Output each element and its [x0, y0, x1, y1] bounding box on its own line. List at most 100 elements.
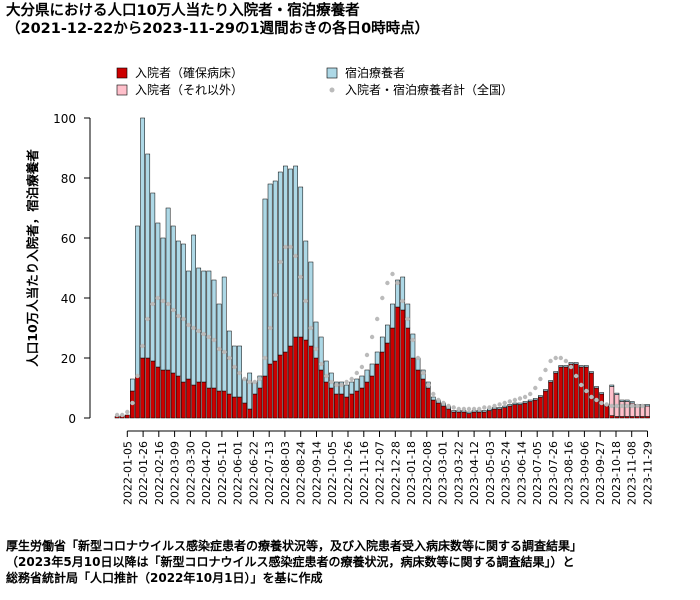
national-point — [609, 403, 614, 409]
national-point — [579, 382, 584, 388]
bar-lodging — [232, 345, 237, 398]
bar-severe — [538, 396, 543, 419]
bar-lodging — [563, 365, 569, 368]
bar-lodging — [385, 324, 390, 344]
chart-title: 大分県における人口10万人当たり入院者・宿泊療養者 — [6, 3, 360, 19]
national-point — [568, 364, 574, 370]
national-point — [410, 337, 416, 343]
bar-severe — [206, 387, 212, 419]
x-tick-label: 2022-07-13 — [263, 441, 276, 505]
bar-severe — [267, 363, 273, 419]
bar-lodging — [379, 336, 385, 353]
bar-lodging — [364, 369, 370, 383]
bar-other-hosp — [619, 401, 625, 417]
national-point — [262, 355, 268, 361]
national-point — [543, 367, 548, 373]
national-point — [426, 382, 431, 388]
national-point — [298, 274, 303, 280]
bar-lodging — [359, 375, 365, 389]
national-point — [201, 331, 206, 337]
bar-lodging — [247, 372, 253, 410]
bar-lodging — [242, 378, 247, 404]
x-tick-label: 2023-11-08 — [626, 441, 639, 505]
national-point — [165, 301, 171, 307]
bar-severe — [283, 351, 288, 419]
bar-lodging — [181, 243, 186, 383]
national-point — [283, 244, 288, 250]
bar-lodging — [293, 165, 298, 338]
y-tick-label: 0 — [68, 412, 76, 426]
bar-severe — [405, 327, 411, 419]
bar-severe — [186, 378, 191, 419]
bar-severe — [354, 390, 360, 419]
bar-lodging — [624, 399, 630, 402]
bar-severe — [441, 405, 446, 419]
bar-severe — [135, 375, 140, 419]
bar-lodging — [140, 117, 145, 359]
bar-lodging — [145, 153, 151, 359]
bar-severe — [502, 407, 508, 419]
national-point — [247, 379, 252, 385]
bar-lodging — [645, 404, 650, 407]
x-tick-label: 2023-09-27 — [594, 441, 607, 505]
bar-severe — [385, 342, 390, 419]
bar-lodging — [517, 402, 523, 405]
bar-severe — [379, 351, 385, 419]
y-tick-label: 60 — [61, 232, 76, 246]
national-point — [533, 385, 538, 391]
bar-lodging — [558, 365, 564, 368]
bar-lodging — [430, 396, 436, 401]
bar-severe — [349, 393, 355, 419]
bar-severe — [221, 390, 227, 419]
national-point — [257, 376, 263, 382]
bar-lodging — [221, 276, 227, 392]
bar-severe — [288, 345, 293, 419]
national-point — [395, 280, 400, 286]
x-tick-label: 2022-04-20 — [200, 441, 213, 505]
bar-severe — [318, 369, 324, 419]
bar-severe — [481, 411, 487, 419]
bar-lodging — [226, 330, 232, 395]
bar-severe — [487, 410, 492, 419]
bar-lodging — [548, 380, 553, 383]
bar-lodging — [155, 222, 161, 368]
bar-lodging — [206, 270, 212, 389]
x-tick-label: 2022-05-11 — [216, 441, 229, 505]
national-point — [517, 396, 523, 401]
bar-severe — [272, 360, 278, 419]
x-tick-label: 2023-06-14 — [515, 441, 528, 505]
bar-lodging — [283, 165, 288, 353]
bar-severe — [303, 339, 309, 419]
national-point — [497, 402, 502, 407]
bar-severe — [425, 387, 431, 419]
national-point — [130, 400, 135, 406]
bar-lodging — [405, 303, 411, 329]
national-point — [354, 370, 359, 376]
national-point — [405, 316, 410, 322]
bar-lodging — [599, 392, 604, 395]
bar-other-hosp — [609, 386, 615, 416]
national-point — [466, 406, 472, 412]
national-point — [548, 358, 553, 364]
bar-severe — [436, 402, 441, 419]
bar-severe — [410, 357, 416, 419]
bar-lodging — [543, 389, 548, 392]
national-point — [528, 391, 533, 397]
national-point — [349, 376, 354, 382]
bar-lodging — [160, 237, 166, 371]
bar-lodging — [150, 192, 156, 362]
national-point — [114, 412, 120, 418]
national-point — [471, 406, 477, 412]
bar-severe — [578, 366, 584, 419]
bar-severe — [359, 387, 365, 419]
national-point — [441, 400, 446, 406]
bar-lodging — [175, 240, 181, 377]
bar-severe — [492, 408, 497, 419]
bar-lodging — [339, 381, 344, 395]
bar-lodging — [313, 321, 319, 359]
bar-severe — [369, 375, 375, 419]
bar-severe — [532, 399, 538, 419]
bar-severe — [446, 408, 451, 419]
national-point — [446, 403, 451, 409]
